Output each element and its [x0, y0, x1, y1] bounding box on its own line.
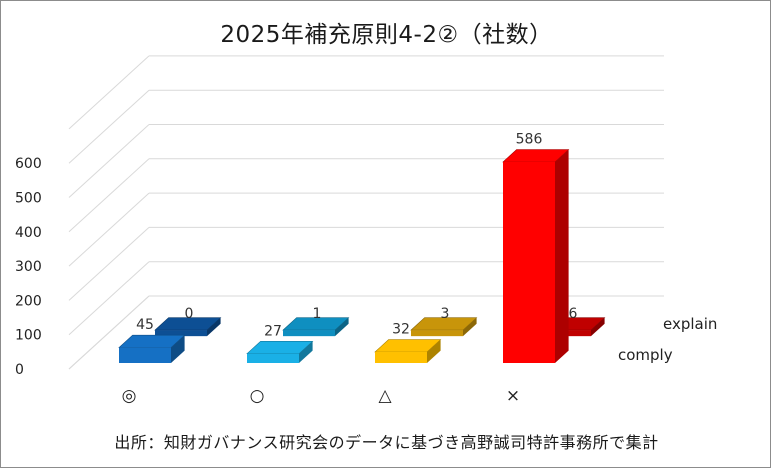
comply-bar — [118, 334, 186, 363]
comply-series — [118, 149, 570, 363]
bar-top — [502, 149, 570, 163]
bar-top — [154, 317, 222, 331]
bar-side — [299, 341, 313, 363]
bar-top — [246, 340, 314, 355]
bar-top — [374, 339, 442, 353]
bar-side — [591, 317, 605, 337]
bar-side — [463, 317, 477, 337]
y-tick-label: 200 — [15, 293, 42, 309]
explain-bar — [410, 317, 478, 337]
bar-front — [503, 162, 555, 363]
gridline-side — [68, 261, 150, 336]
grid-layer — [68, 55, 664, 370]
bar-front — [119, 347, 171, 363]
bar-front — [375, 352, 427, 363]
x-tick-label: × — [506, 386, 520, 406]
floor-edge — [68, 295, 150, 370]
x-tick-label: ◎ — [122, 386, 137, 406]
bar-top — [410, 317, 478, 331]
data-label-comply: 586 — [516, 132, 543, 148]
bar-top — [282, 317, 350, 331]
comply-bar — [374, 339, 442, 363]
gridline-side — [68, 124, 150, 198]
bar-front — [283, 330, 335, 337]
y-tick-label: 500 — [15, 191, 42, 207]
bar-side — [171, 335, 185, 363]
y-tick-label: 0 — [15, 362, 24, 378]
gridline-side — [68, 227, 150, 301]
y-axis-ticks: 0 100 200 300 400 500 600 — [15, 156, 42, 378]
data-labels: 0 45 1 27 3 32 6 586 — [136, 132, 577, 340]
series-axis-labels: explain comply — [618, 315, 717, 364]
data-label-explain: 1 — [313, 306, 322, 322]
data-label-comply: 45 — [136, 317, 154, 333]
y-tick-label: 400 — [15, 225, 42, 241]
data-label-explain: 3 — [441, 306, 450, 322]
bar-front — [411, 330, 463, 337]
comply-bar — [246, 340, 314, 363]
x-axis-ticks: ◎ ○ △ × — [122, 386, 521, 406]
bar-side — [555, 149, 569, 363]
bar-side — [335, 317, 349, 337]
gridline-side — [68, 158, 150, 233]
bar-side — [427, 339, 441, 363]
explain-bar — [282, 317, 350, 337]
x-tick-label: △ — [378, 386, 392, 406]
gridline-side — [68, 192, 150, 267]
series-label-comply: comply — [618, 346, 673, 364]
y-tick-label: 300 — [15, 259, 42, 275]
gridline-side — [68, 55, 150, 130]
data-label-explain: 0 — [185, 306, 194, 322]
data-label-comply: 27 — [264, 323, 282, 339]
y-tick-label: 100 — [15, 328, 42, 344]
data-label-explain: 6 — [569, 306, 578, 322]
y-tick-label: 600 — [15, 156, 42, 172]
chart-title: 2025年補充原則4-2②（社数） — [220, 22, 553, 48]
data-label-comply: 32 — [392, 322, 410, 338]
comply-bar — [502, 149, 570, 363]
bar-side — [207, 317, 221, 337]
explain-bar — [154, 317, 222, 337]
bar-front — [155, 330, 207, 337]
bar-front — [247, 353, 299, 363]
source-note: 出所：知財ガバナンス研究会のデータに基づき高野誠司特許事務所で集計 — [114, 433, 659, 452]
series-label-explain: explain — [663, 315, 717, 333]
gridline-side — [68, 89, 150, 164]
x-tick-label: ○ — [250, 386, 265, 406]
